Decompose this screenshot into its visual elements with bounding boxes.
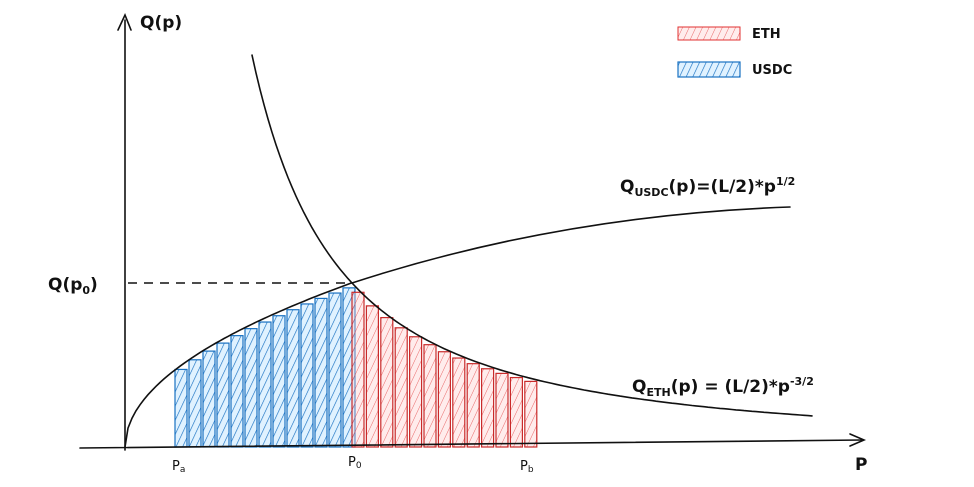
liquidity-bar <box>437 351 451 448</box>
eth-curve <box>251 54 813 417</box>
x-axis <box>79 439 863 449</box>
legend-label: ETH <box>752 27 781 42</box>
marker-label: Q(p0) <box>48 275 98 297</box>
liquidity-bar <box>174 368 188 448</box>
bars <box>174 287 538 448</box>
liquidity-bar <box>524 380 538 448</box>
liquidity-bar <box>314 297 328 448</box>
liquidity-bar <box>202 350 216 448</box>
liquidity-bar <box>466 363 480 448</box>
y-label: Q(p) <box>140 13 182 33</box>
liquidity-bar <box>495 372 509 448</box>
liquidity-bar <box>394 327 408 448</box>
legend-swatch <box>677 61 741 78</box>
liquidity-bar <box>351 291 365 448</box>
liquidity-bar <box>409 336 423 448</box>
x-label: P <box>855 455 867 475</box>
liquidity-bar <box>188 359 202 448</box>
x-arrow <box>849 433 867 447</box>
liquidity-bar <box>244 328 258 448</box>
usdc-formula: QUSDC(p)=(L/2)*p1/2 <box>620 175 795 199</box>
liquidity-bar <box>286 309 300 448</box>
usdc-curve <box>351 206 791 284</box>
tick-label: P0 <box>348 455 362 471</box>
liquidity-bar <box>258 321 272 448</box>
liquidity-bar <box>365 305 379 448</box>
legend-label: USDC <box>752 63 792 78</box>
legend-swatch <box>677 26 741 41</box>
liquidity-bar <box>272 315 286 448</box>
liquidity-bar <box>423 344 437 448</box>
eth-formula: QETH(p) = (L/2)*p-3/2 <box>632 375 814 399</box>
liquidity-bar <box>216 342 230 448</box>
hump-curve <box>124 282 353 448</box>
liquidity-bar <box>380 316 394 448</box>
liquidity-bar <box>509 376 523 448</box>
y-arrow <box>117 12 132 31</box>
liquidity-bar <box>300 303 314 448</box>
liquidity-bar <box>230 335 244 448</box>
liquidity-bar <box>452 357 466 448</box>
liquidity-bar <box>328 292 342 448</box>
tick-label: Pa <box>172 459 185 475</box>
tick-label: Pb <box>520 459 534 475</box>
liquidity-bar <box>481 368 495 448</box>
